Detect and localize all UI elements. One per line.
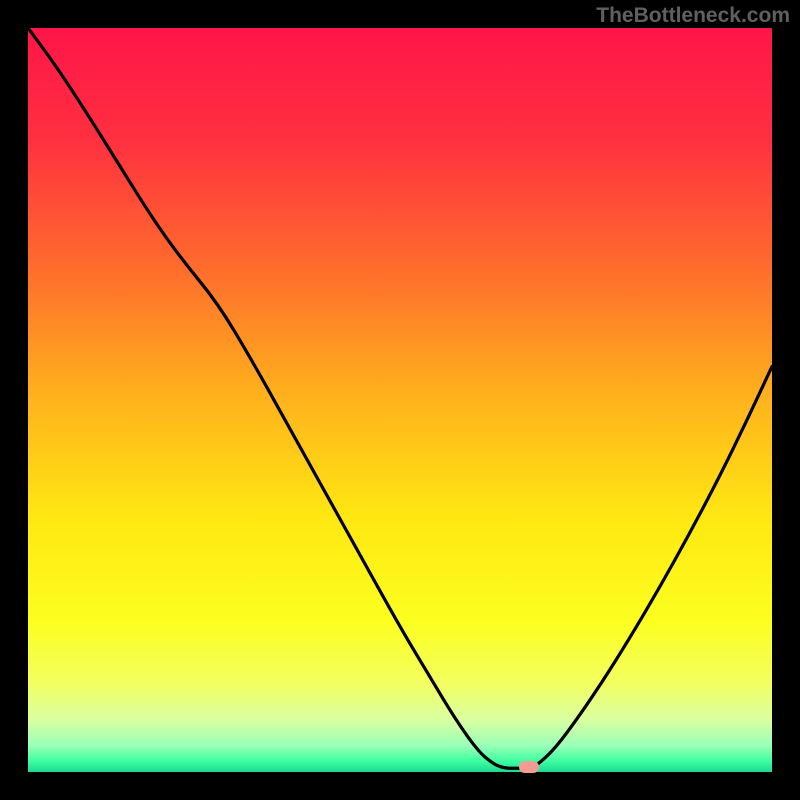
optimum-marker [519,761,539,773]
plot-area [28,28,772,772]
watermark-text: TheBottleneck.com [596,4,790,28]
chart-container: TheBottleneck.com [0,0,800,800]
gradient-background [28,28,772,772]
plot-svg [28,28,772,772]
bottleneck-curve [28,28,772,768]
